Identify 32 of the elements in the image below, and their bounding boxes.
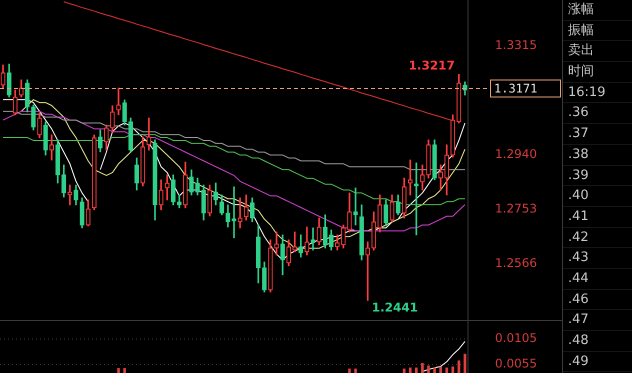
text: 时间 [563,62,632,83]
candlestick [116,88,121,116]
text: 振幅 [563,20,632,42]
text: .44 [563,268,632,290]
text: 卖出 [563,41,632,62]
candlestick [238,198,242,228]
text: .43 [563,248,632,269]
text: .47 [563,310,632,331]
y-tick-label: 0.0105 [495,330,537,345]
annotation: 1.2441 [372,300,418,315]
candlestick [310,228,316,250]
y-tick-label: 1.3315 [495,38,537,52]
text: .38 [563,144,632,166]
text: .49 [563,352,632,372]
candlestick [353,188,358,226]
ref-line-label: 1.3171 [494,82,538,96]
text: 涨幅 [563,0,632,21]
y-tick-label: 1.2940 [495,147,537,162]
text: 16:19 [563,82,632,104]
y-tick-label: 1.2753 [495,202,537,216]
text: .48 [563,331,632,352]
text: .46 [563,290,632,310]
y-tick-label: 1.2566 [495,256,537,270]
y-tick-label: 0.0055 [495,356,537,370]
candlestick [274,232,279,256]
text: .36 [563,103,632,124]
text: .37 [563,124,632,145]
text: .39 [563,166,632,186]
text: .42 [563,228,632,248]
text: .40 [563,186,632,207]
annotation: 1.3217 [408,58,455,72]
text: .41 [563,206,632,228]
